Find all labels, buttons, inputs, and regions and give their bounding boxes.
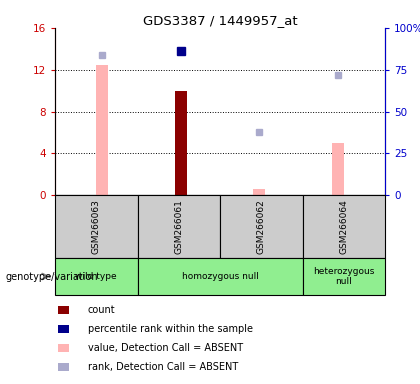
Text: homozygous null: homozygous null	[181, 272, 258, 281]
Text: heterozygous
null: heterozygous null	[313, 267, 375, 286]
Bar	[253, 189, 265, 195]
Text: GSM266063: GSM266063	[92, 199, 101, 254]
Bar	[175, 91, 186, 195]
Text: GDS3387 / 1449957_at: GDS3387 / 1449957_at	[143, 14, 297, 27]
Text: count: count	[88, 305, 116, 315]
Text: value, Detection Call = ABSENT: value, Detection Call = ABSENT	[88, 343, 243, 353]
Text: GSM266064: GSM266064	[339, 199, 348, 254]
Text: GSM266062: GSM266062	[257, 199, 266, 254]
Text: wild type: wild type	[76, 272, 117, 281]
Text: genotype/variation: genotype/variation	[5, 271, 97, 281]
Text: GSM266061: GSM266061	[174, 199, 183, 254]
Bar	[96, 65, 108, 195]
Text: percentile rank within the sample: percentile rank within the sample	[88, 324, 253, 334]
Bar	[332, 143, 344, 195]
Text: rank, Detection Call = ABSENT: rank, Detection Call = ABSENT	[88, 362, 238, 372]
